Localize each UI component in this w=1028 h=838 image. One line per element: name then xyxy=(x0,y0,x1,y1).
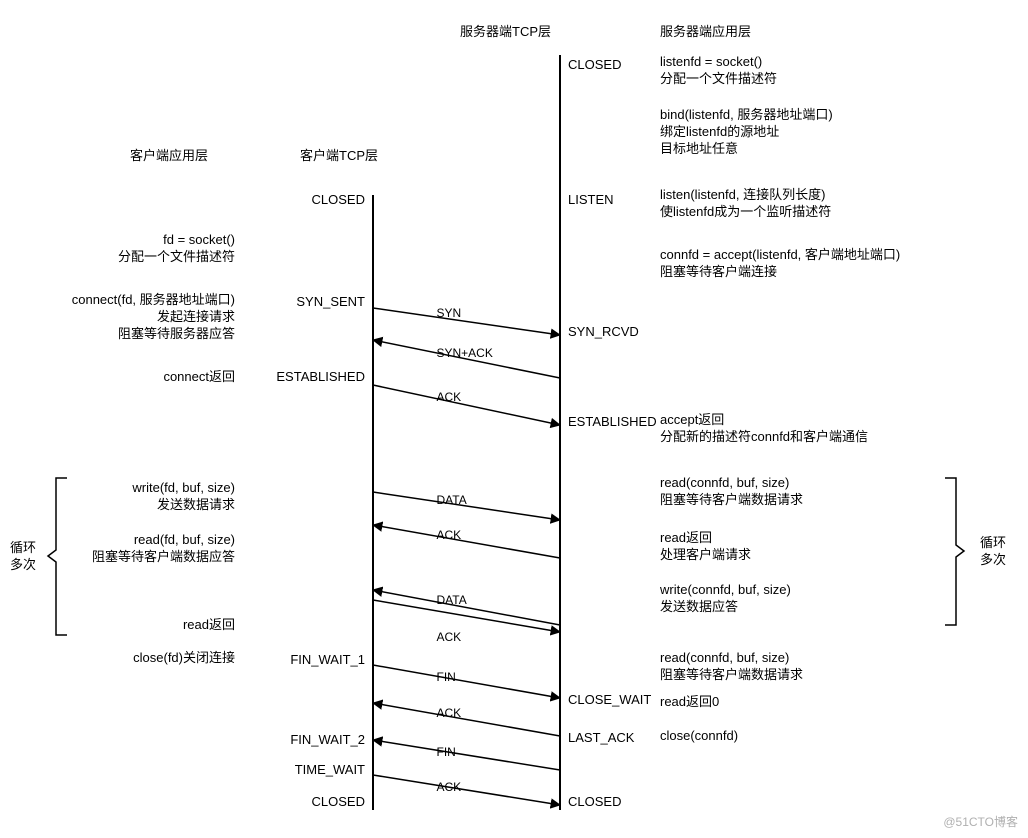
server-app-text: read(connfd, buf, size) 阻塞等待客户端数据请求 xyxy=(660,475,803,509)
server-app-text: listenfd = socket() 分配一个文件描述符 xyxy=(660,54,777,88)
server-app-text: bind(listenfd, 服务器地址端口) 绑定listenfd的源地址 目… xyxy=(660,107,833,158)
client-app-text: read返回 xyxy=(5,617,235,634)
message-label: SYN+ACK xyxy=(437,346,493,360)
client-state: CLOSED xyxy=(245,794,365,809)
client-app-text: close(fd)关闭连接 xyxy=(5,650,235,667)
message-label: ACK xyxy=(437,630,462,644)
client-app-text: write(fd, buf, size) 发送数据请求 xyxy=(5,480,235,514)
client-state: CLOSED xyxy=(245,192,365,207)
server-state: CLOSED xyxy=(568,57,621,72)
server-state: ESTABLISHED xyxy=(568,414,657,429)
message-label: DATA xyxy=(437,493,467,507)
tcp-sequence-diagram: 客户端应用层 客户端TCP层 服务器端TCP层 服务器端应用层 CLOSEDSY… xyxy=(0,0,1028,838)
client-app-text: read(fd, buf, size) 阻塞等待客户端数据应答 xyxy=(5,532,235,566)
message-label: FIN xyxy=(437,745,456,759)
message-label: DATA xyxy=(437,593,467,607)
client-state: FIN_WAIT_1 xyxy=(245,652,365,667)
loop-label-left: 循环 多次 xyxy=(10,540,36,574)
client-app-text: fd = socket() 分配一个文件描述符 xyxy=(5,232,235,266)
server-app-text: read返回0 xyxy=(660,694,719,711)
watermark: @51CTO博客 xyxy=(943,813,1018,830)
message-label: ACK xyxy=(437,528,462,542)
message-label: ACK xyxy=(437,706,462,720)
client-state: TIME_WAIT xyxy=(245,762,365,777)
diagram-svg xyxy=(0,0,1028,838)
client-state: ESTABLISHED xyxy=(245,369,365,384)
server-app-text: write(connfd, buf, size) 发送数据应答 xyxy=(660,582,791,616)
server-state: SYN_RCVD xyxy=(568,324,639,339)
server-app-text: connfd = accept(listenfd, 客户端地址端口) 阻塞等待客… xyxy=(660,247,900,281)
server-app-text: accept返回 分配新的描述符connfd和客户端通信 xyxy=(660,412,868,446)
loop-label-right: 循环 多次 xyxy=(980,535,1006,569)
client-app-text: connect返回 xyxy=(5,369,235,386)
server-state: LAST_ACK xyxy=(568,730,634,745)
server-app-text: read(connfd, buf, size) 阻塞等待客户端数据请求 xyxy=(660,650,803,684)
server-app-text: read返回 处理客户端请求 xyxy=(660,530,751,564)
server-state: CLOSED xyxy=(568,794,621,809)
message-label: ACK xyxy=(437,390,462,404)
message-label: ACK xyxy=(437,780,462,794)
client-app-text: connect(fd, 服务器地址端口) 发起连接请求 阻塞等待服务器应答 xyxy=(5,292,235,343)
client-state: SYN_SENT xyxy=(245,294,365,309)
server-state: LISTEN xyxy=(568,192,614,207)
message-label: FIN xyxy=(437,670,456,684)
message-label: SYN xyxy=(437,306,462,320)
server-app-text: close(connfd) xyxy=(660,728,738,745)
server-state: CLOSE_WAIT xyxy=(568,692,651,707)
client-state: FIN_WAIT_2 xyxy=(245,732,365,747)
server-app-text: listen(listenfd, 连接队列长度) 使listenfd成为一个监听… xyxy=(660,187,831,221)
